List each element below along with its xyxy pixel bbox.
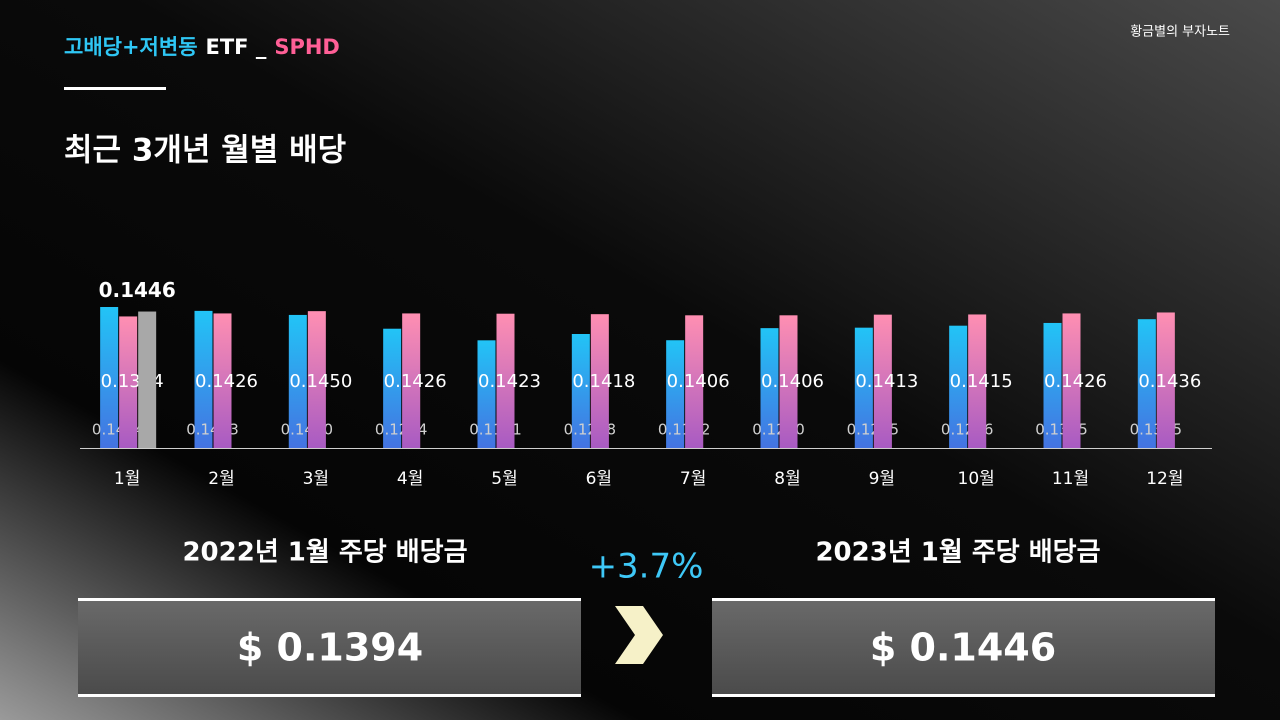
bar-shade xyxy=(1062,313,1081,448)
bar-shade xyxy=(496,313,515,448)
bar-shade xyxy=(854,327,873,448)
change-label: +3.7% xyxy=(589,547,704,587)
bar-shade xyxy=(119,316,138,448)
bar-shade xyxy=(1137,319,1156,448)
title-part: 고배당+저변동 xyxy=(64,35,198,59)
bar-shade xyxy=(477,340,496,448)
x-tick-label: 12월 xyxy=(1146,469,1183,489)
x-tick-label: 2월 xyxy=(208,469,234,489)
data-label: 0.1436 xyxy=(1138,371,1201,392)
bar-shade xyxy=(968,314,987,448)
bar-shade xyxy=(100,307,119,448)
box-rule xyxy=(78,598,581,601)
x-tick-label: 1월 xyxy=(114,469,140,489)
data-label: 0.1446 xyxy=(99,278,176,302)
value-box xyxy=(712,598,1215,697)
comparison-title: 2022년 1월 주당 배당금 xyxy=(182,538,467,568)
x-tick-label: 3월 xyxy=(303,469,329,489)
header-title: 고배당+저변동 ETF _ SPHD xyxy=(64,35,340,59)
data-label: 0.1450 xyxy=(289,371,352,392)
comparison-title: 2023년 1월 주당 배당금 xyxy=(815,538,1100,568)
x-tick-label: 6월 xyxy=(586,469,612,489)
data-label: 0.1406 xyxy=(761,371,824,392)
brand: 황금별의 부자노트 xyxy=(1130,25,1230,40)
bar-shade xyxy=(307,311,326,448)
x-tick-label: 10월 xyxy=(958,469,995,489)
bar-shade xyxy=(194,310,213,448)
comparison-value: $ 0.1446 xyxy=(870,626,1056,670)
bar-shade xyxy=(213,313,232,448)
data-label: 0.1426 xyxy=(195,371,258,392)
x-tick-label: 9월 xyxy=(869,469,895,489)
x-tick-label: 7월 xyxy=(680,469,706,489)
x-tick-label: 8월 xyxy=(774,469,800,489)
bar xyxy=(138,311,157,448)
bar-shade xyxy=(949,325,968,448)
box-rule xyxy=(78,694,581,697)
bar-shade xyxy=(666,340,685,448)
bar-shade xyxy=(873,314,892,448)
bar-shade xyxy=(402,313,421,448)
bar-shade xyxy=(383,328,402,448)
header-rule xyxy=(64,87,166,90)
bar-shade xyxy=(1156,312,1175,448)
x-tick-label: 5월 xyxy=(491,469,517,489)
value-box xyxy=(78,598,581,697)
bar-shade xyxy=(1043,322,1062,448)
data-label: 0.1406 xyxy=(667,371,730,392)
box-rule xyxy=(712,694,1215,697)
x-tick-label: 11월 xyxy=(1052,469,1089,489)
bar-shade xyxy=(779,315,798,448)
bar-shade xyxy=(685,315,704,448)
title-part: ETF _ xyxy=(206,35,267,59)
data-label: 0.1415 xyxy=(950,371,1013,392)
data-label: 0.1418 xyxy=(572,371,635,392)
subtitle: 최근 3개년 월별 배당 xyxy=(64,133,346,169)
bar-shade xyxy=(571,333,590,448)
comparison-value: $ 0.1394 xyxy=(237,626,423,670)
box-rule xyxy=(712,598,1215,601)
chevron xyxy=(615,606,663,664)
title-part: SPHD xyxy=(274,35,340,59)
bar-shade xyxy=(760,328,779,448)
bar-shade xyxy=(590,314,609,448)
data-label: 0.1413 xyxy=(855,371,918,392)
data-label: 0.1423 xyxy=(478,371,541,392)
data-label: 0.1426 xyxy=(384,371,447,392)
x-tick-label: 4월 xyxy=(397,469,423,489)
bar-shade xyxy=(288,314,307,448)
data-label: 0.1426 xyxy=(1044,371,1107,392)
